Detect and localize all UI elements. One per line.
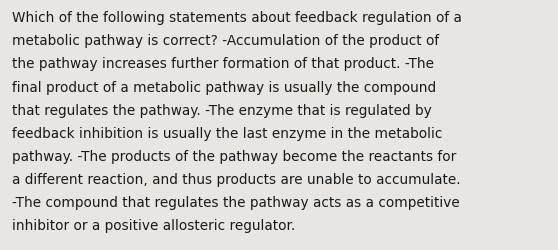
Text: inhibitor or a positive allosteric regulator.: inhibitor or a positive allosteric regul… <box>12 218 296 232</box>
Text: feedback inhibition is usually the last enzyme in the metabolic: feedback inhibition is usually the last … <box>12 126 442 140</box>
Text: Which of the following statements about feedback regulation of a: Which of the following statements about … <box>12 11 462 25</box>
Text: the pathway increases further formation of that product. -The: the pathway increases further formation … <box>12 57 434 71</box>
Text: -The compound that regulates the pathway acts as a competitive: -The compound that regulates the pathway… <box>12 195 460 209</box>
Text: final product of a metabolic pathway is usually the compound: final product of a metabolic pathway is … <box>12 80 436 94</box>
Text: pathway. -The products of the pathway become the reactants for: pathway. -The products of the pathway be… <box>12 149 456 163</box>
Text: metabolic pathway is correct? -Accumulation of the product of: metabolic pathway is correct? -Accumulat… <box>12 34 439 48</box>
Text: a different reaction, and thus products are unable to accumulate.: a different reaction, and thus products … <box>12 172 461 186</box>
Text: that regulates the pathway. -The enzyme that is regulated by: that regulates the pathway. -The enzyme … <box>12 103 432 117</box>
